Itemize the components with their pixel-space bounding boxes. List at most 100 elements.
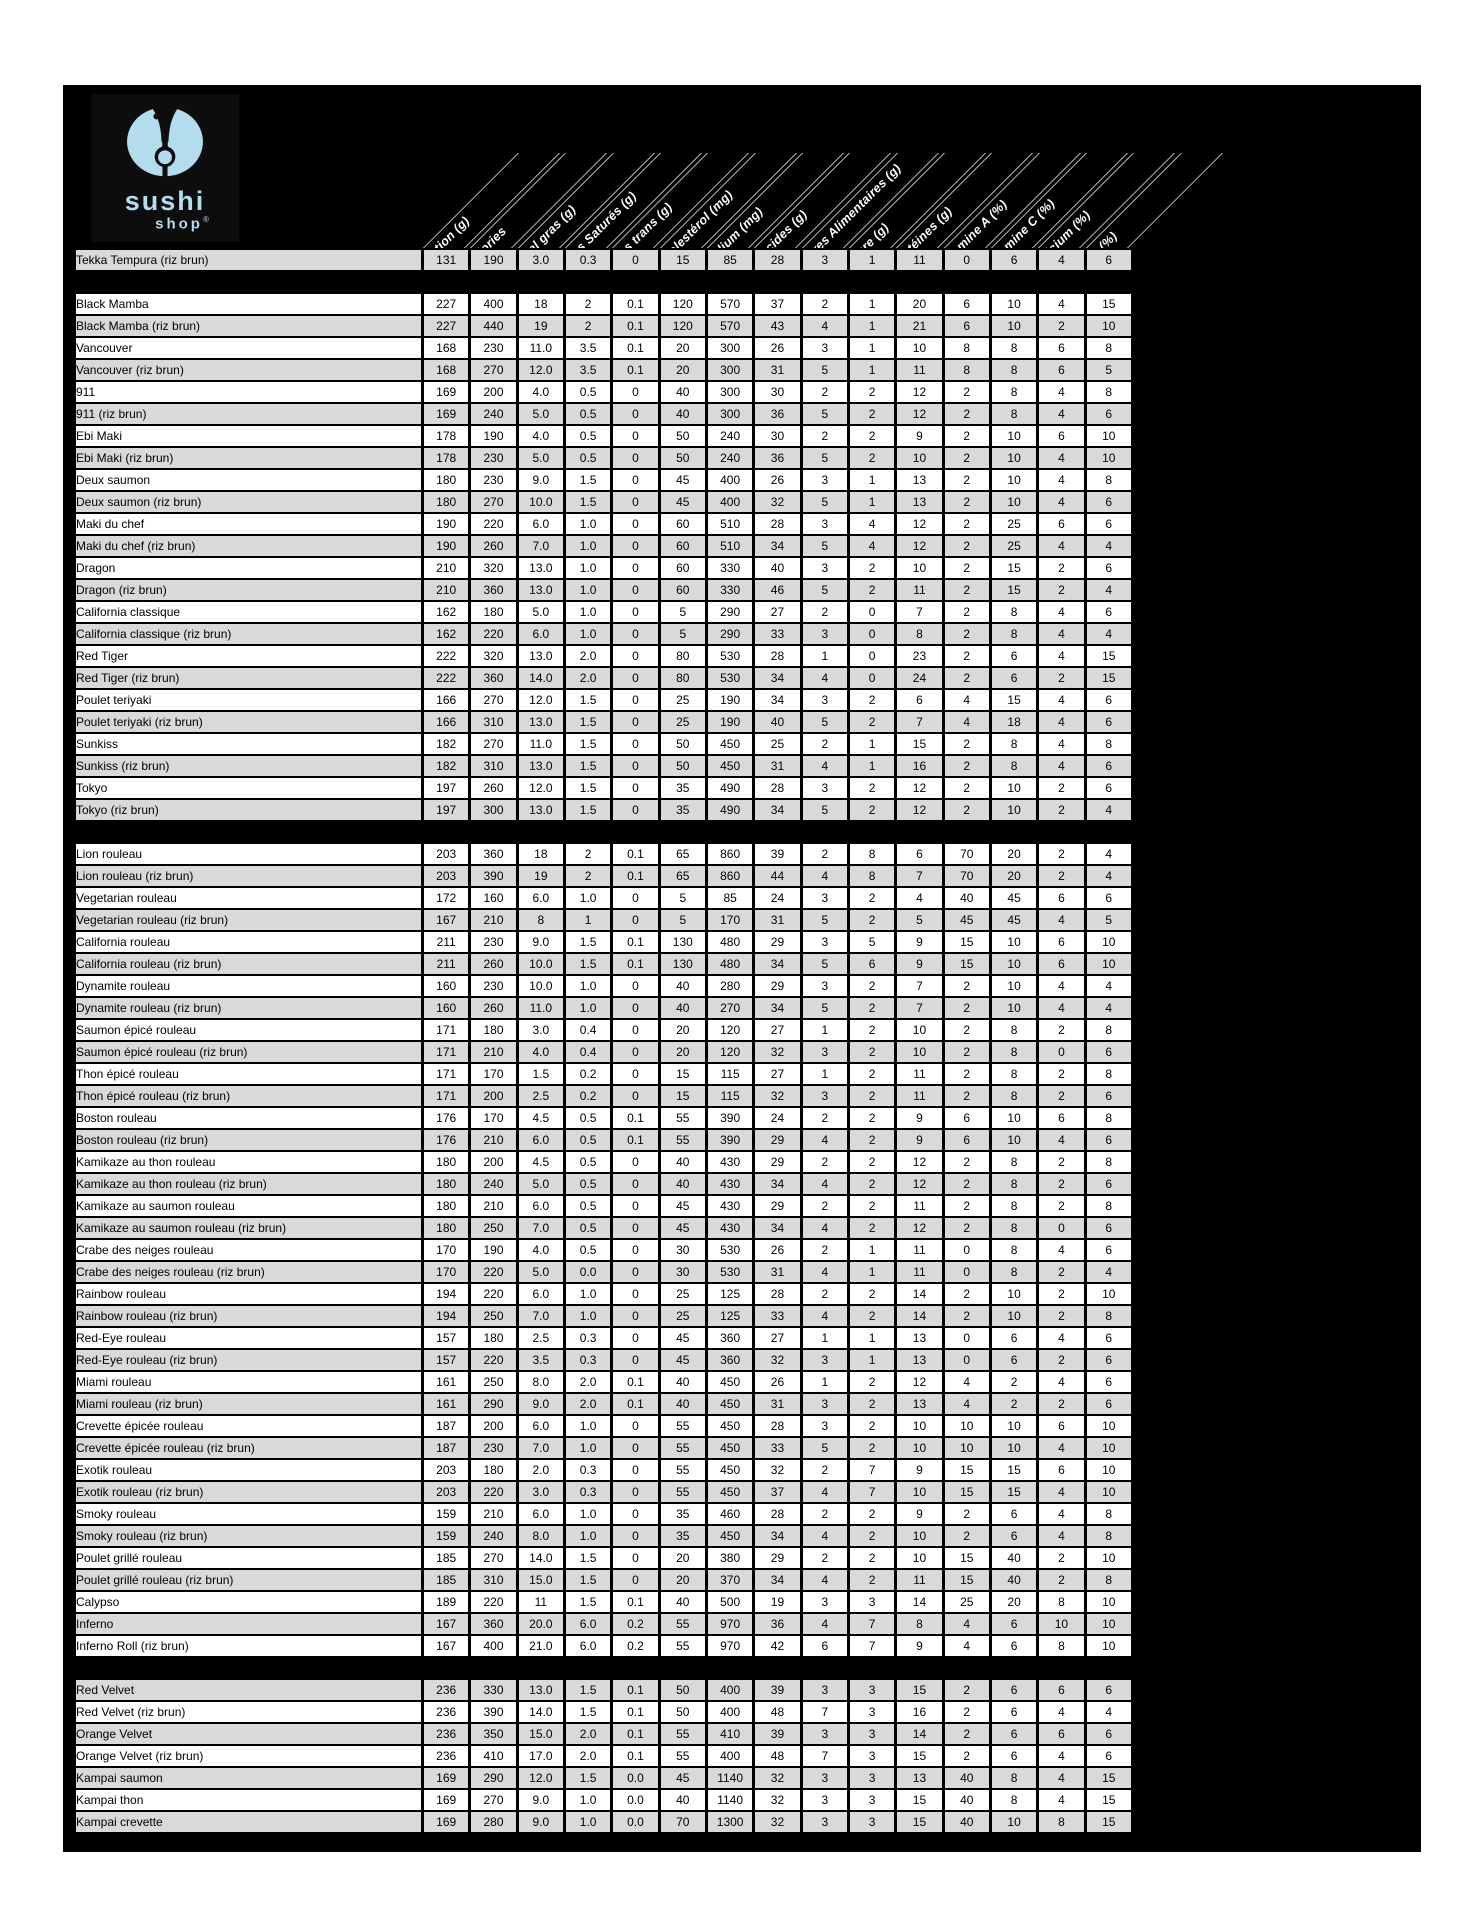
value-cell: 15 xyxy=(1083,292,1134,316)
value-cell: 6 xyxy=(1083,1238,1134,1262)
value-cell: 0 xyxy=(610,666,661,690)
item-name-cell: Dynamite rouleau (riz brun) xyxy=(73,996,424,1020)
value-cell: 0 xyxy=(610,1568,661,1592)
value-cell: 2 xyxy=(941,402,992,426)
value-cell: 11 xyxy=(894,1194,945,1218)
value-cell: 2 xyxy=(846,380,898,404)
value-cell: 40 xyxy=(657,1370,708,1394)
value-cell: 0 xyxy=(610,446,661,470)
value-cell: 1.0 xyxy=(562,1436,614,1460)
value-cell: 0.1 xyxy=(610,930,661,954)
value-cell: 8 xyxy=(988,1084,1040,1108)
value-cell: 270 xyxy=(468,1788,519,1812)
value-cell: 2 xyxy=(799,380,850,404)
value-cell: 12.0 xyxy=(515,688,566,712)
value-cell: 970 xyxy=(704,1634,756,1658)
value-cell: 310 xyxy=(468,754,519,778)
value-cell: 3 xyxy=(799,512,850,536)
value-cell: 0 xyxy=(610,1018,661,1042)
value-cell: 0.5 xyxy=(562,402,614,426)
value-cell: 203 xyxy=(420,864,472,888)
value-cell: 236 xyxy=(420,1722,472,1746)
value-cell: 0 xyxy=(610,1502,661,1526)
value-cell: 7 xyxy=(894,600,945,624)
value-cell: 15.0 xyxy=(515,1722,566,1746)
value-cell: 2.0 xyxy=(562,1722,614,1746)
value-cell: 8 xyxy=(988,1150,1040,1174)
table-row: California rouleau (riz brun) 211 260 10.0 1… xyxy=(73,952,1134,976)
value-cell: 210 xyxy=(468,908,519,932)
table-row: Vancouver (riz brun) 168 270 12.0 3.5 0.1 20 30… xyxy=(73,358,1134,382)
value-cell: 0 xyxy=(610,534,661,558)
value-cell: 3 xyxy=(846,1590,898,1614)
value-cell: 15 xyxy=(657,1062,708,1086)
table-row: California rouleau 211 230 9.0 1.5 0.1 130 480 2… xyxy=(73,930,1134,954)
value-cell: 45 xyxy=(657,1326,708,1350)
value-cell: 6 xyxy=(988,644,1040,668)
value-cell: 39 xyxy=(752,842,803,866)
value-cell: 6 xyxy=(1036,1722,1087,1746)
value-cell: 45 xyxy=(988,908,1040,932)
value-cell: 9.0 xyxy=(515,1392,566,1416)
value-cell: 194 xyxy=(420,1304,472,1328)
table-row: Smoky rouleau 159 210 6.0 1.0 0 35 460 28 2 2 9 2 6 4 8 xyxy=(73,1502,1134,1526)
item-name-cell: Kamikaze au saumon rouleau xyxy=(73,1194,424,1218)
value-cell: 8.0 xyxy=(515,1524,566,1548)
value-cell: 10 xyxy=(894,556,945,580)
table-row: Exotik rouleau 203 180 2.0 0.3 0 55 450 32 2 7 9 15 1… xyxy=(73,1458,1134,1482)
table-row: Orange Velvet (riz brun) 236 410 17.0 2.0 0.1… xyxy=(73,1744,1134,1768)
value-cell: 182 xyxy=(420,732,472,756)
value-cell: 6 xyxy=(1036,336,1087,360)
value-cell: 4 xyxy=(1036,732,1087,756)
value-cell: 55 xyxy=(657,1722,708,1746)
value-cell: 33 xyxy=(752,1304,803,1328)
item-name-cell: Exotik rouleau xyxy=(73,1458,424,1482)
value-cell: 10 xyxy=(941,1436,992,1460)
value-cell: 0.1 xyxy=(610,864,661,888)
value-cell: 2 xyxy=(846,1106,898,1130)
value-cell: 19 xyxy=(515,314,566,338)
value-cell: 430 xyxy=(704,1172,756,1196)
value-cell: 4 xyxy=(1036,688,1087,712)
value-cell: 170 xyxy=(468,1062,519,1086)
value-cell: 3 xyxy=(799,1348,850,1372)
value-cell: 9 xyxy=(894,930,945,954)
item-name-cell: Crevette épicée rouleau (riz brun) xyxy=(73,1436,424,1460)
value-cell: 32 xyxy=(752,1766,803,1790)
value-cell: 4 xyxy=(1036,292,1087,316)
value-cell: 1 xyxy=(846,248,898,272)
value-cell: 28 xyxy=(752,1414,803,1438)
value-cell: 29 xyxy=(752,1194,803,1218)
value-cell: 39 xyxy=(752,1722,803,1746)
value-cell: 7.0 xyxy=(515,1436,566,1460)
value-cell: 0.1 xyxy=(610,952,661,976)
value-cell: 1.5 xyxy=(562,952,614,976)
value-cell: 4 xyxy=(799,666,850,690)
value-cell: 8 xyxy=(1083,1150,1134,1174)
value-cell: 7 xyxy=(799,1700,850,1724)
value-cell: 2 xyxy=(941,534,992,558)
value-cell: 10.0 xyxy=(515,952,566,976)
value-cell: 29 xyxy=(752,1546,803,1570)
value-cell: 220 xyxy=(468,1282,519,1306)
item-name-cell: Saumon épicé rouleau xyxy=(73,1018,424,1042)
value-cell: 36 xyxy=(752,446,803,470)
value-cell: 11 xyxy=(894,1260,945,1284)
value-cell: 20 xyxy=(657,1018,708,1042)
value-cell: 32 xyxy=(752,490,803,514)
value-cell: 0 xyxy=(610,710,661,734)
value-cell: 6 xyxy=(1083,1216,1134,1240)
value-cell: 1 xyxy=(846,1348,898,1372)
value-cell: 1 xyxy=(846,358,898,382)
value-cell: 2 xyxy=(846,886,898,910)
value-cell: 3 xyxy=(799,336,850,360)
value-cell: 29 xyxy=(752,1128,803,1152)
value-cell: 180 xyxy=(420,1194,472,1218)
value-cell: 18 xyxy=(988,710,1040,734)
value-cell: 6 xyxy=(1083,776,1134,800)
value-cell: 530 xyxy=(704,1260,756,1284)
section-header: BLOSSOM xyxy=(73,1656,1134,1680)
value-cell: 450 xyxy=(704,1436,756,1460)
value-cell: 9.0 xyxy=(515,1810,566,1834)
item-name-cell: Kampai thon xyxy=(73,1788,424,1812)
